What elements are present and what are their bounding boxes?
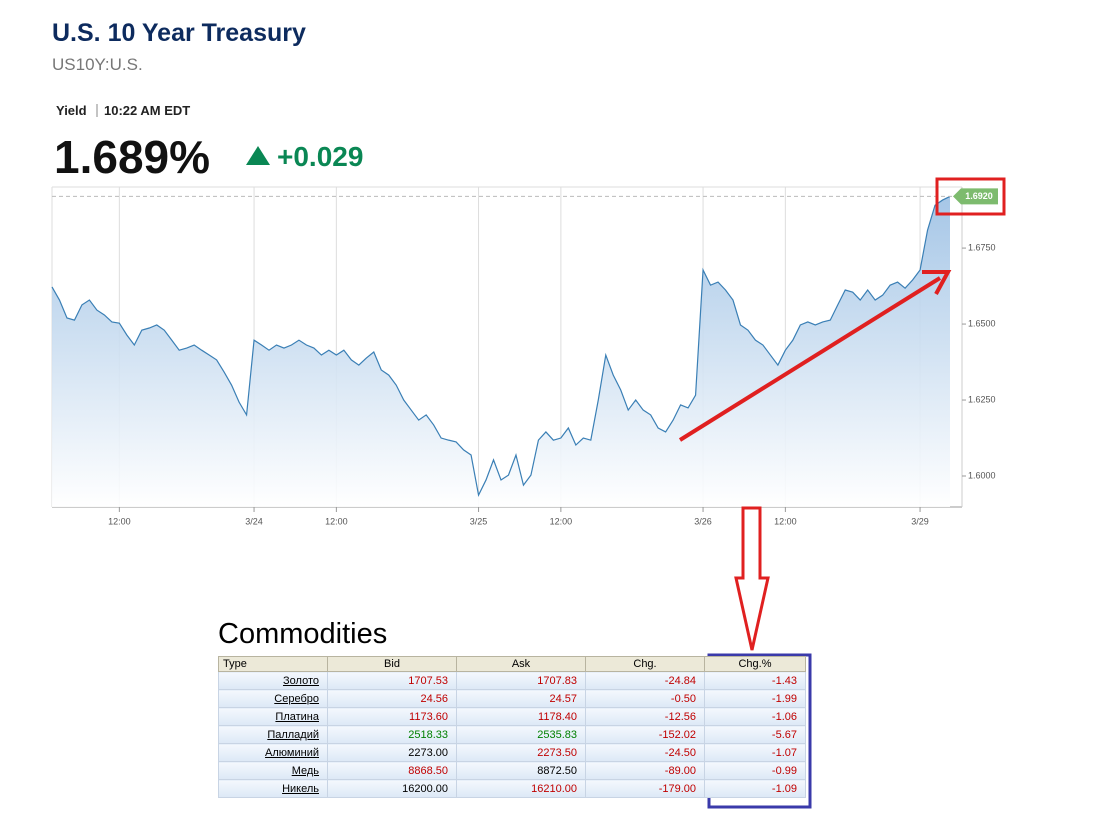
yield-label: Yield: [56, 103, 87, 118]
commodity-link[interactable]: Алюминий: [265, 746, 319, 759]
table-cell: -152.02: [585, 725, 705, 744]
y-tick-label: 1.6750: [968, 242, 996, 252]
highlight-box: [935, 177, 1006, 216]
table-cell: -24.50: [585, 743, 705, 762]
time: 10:22 AM EDT: [104, 103, 190, 118]
x-tick-label: 12:00: [325, 516, 348, 526]
commodity-link[interactable]: Палладий: [267, 728, 319, 741]
table-cell: 1707.83: [456, 671, 586, 690]
table-cell: 24.56: [327, 689, 457, 708]
symbol: US10Y:U.S.: [52, 55, 143, 74]
title: U.S. 10 Year Treasury: [52, 19, 306, 47]
table-cell: -5.67: [704, 725, 806, 744]
table-cell: -1.43: [704, 671, 806, 690]
table-cell: 24.57: [456, 689, 586, 708]
table-cell: Золото: [218, 671, 328, 690]
table-row: Палладий 2518.33 2535.83 -152.02 -5.67: [218, 725, 806, 744]
table-cell: -0.99: [704, 761, 806, 780]
commodity-link[interactable]: Золото: [283, 674, 319, 687]
table-cell: -179.00: [585, 779, 705, 798]
table-cell: -1.06: [704, 707, 806, 726]
table-cell: -1.99: [704, 689, 806, 708]
area-fill: [52, 196, 950, 508]
value-tag: [953, 188, 998, 205]
table-cell: 16200.00: [327, 779, 457, 798]
table-row: Медь 8868.50 8872.50 -89.00 -0.99: [218, 761, 806, 780]
table-cell: Серебро: [218, 689, 328, 708]
trend-arrow: [678, 276, 942, 442]
table-cell: -89.00: [585, 761, 705, 780]
table-cell: -12.56: [585, 707, 705, 726]
table-cell: -24.84: [585, 671, 705, 690]
table-cell: Никель: [218, 779, 328, 798]
table-cell: 2273.00: [327, 743, 457, 762]
down-arrow: [734, 506, 770, 651]
table-cell: 2518.33: [327, 725, 457, 744]
commodities-table: Type Bid Ask Chg. Chg.% Золото 1707.53 1707.83-…: [218, 656, 806, 798]
table-cell: 2273.50: [456, 743, 586, 762]
column-header: Type: [218, 656, 328, 672]
value-label: 1.6920: [965, 191, 993, 201]
table-cell: 1707.53: [327, 671, 457, 690]
up-arrow: [246, 146, 270, 165]
table-cell: 2535.83: [456, 725, 586, 744]
column-header: Ask: [456, 656, 586, 672]
commodity-link[interactable]: Серебро: [274, 692, 319, 705]
commodity-link[interactable]: Медь: [291, 764, 319, 777]
x-tick-label: 12:00: [550, 516, 573, 526]
column-header: Bid: [327, 656, 457, 672]
table-cell: Платина: [218, 707, 328, 726]
table-row: Никель 16200.00 16210.00 -179.00 -1.09: [218, 779, 806, 798]
x-tick-label: 12:00: [774, 516, 797, 526]
table-cell: 8868.50: [327, 761, 457, 780]
y-tick-label: 1.6500: [968, 318, 996, 328]
line: [51, 195, 951, 498]
x-tick-label: 3/29: [911, 516, 929, 526]
table-row: Платина 1173.60 1178.40 -12.56 -1.06: [218, 707, 806, 726]
table-row: Алюминий 2273.00 2273.50 -24.50 -1.07: [218, 743, 806, 762]
table-cell: -0.50: [585, 689, 705, 708]
y-tick-label: 1.6000: [968, 470, 996, 480]
table-cell: -1.09: [704, 779, 806, 798]
table-cell: Алюминий: [218, 743, 328, 762]
change: +0.029: [277, 141, 363, 172]
table-cell: 8872.50: [456, 761, 586, 780]
column-header: Chg.%: [704, 656, 806, 672]
table-cell: -1.07: [704, 743, 806, 762]
table-cell: Медь: [218, 761, 328, 780]
table-title: Commodities: [218, 618, 388, 650]
y-tick-label: 1.6250: [968, 394, 996, 404]
x-tick-label: 12:00: [108, 516, 131, 526]
column-header: Chg.: [585, 656, 705, 672]
x-tick-label: 3/26: [694, 516, 712, 526]
table-cell: 1178.40: [456, 707, 586, 726]
header-row: Type Bid Ask Chg. Chg.%: [218, 656, 806, 672]
table-row: Золото 1707.53 1707.83 -24.84 -1.43: [218, 671, 806, 690]
table-cell: Палладий: [218, 725, 328, 744]
x-tick-label: 3/24: [245, 516, 263, 526]
table-cell: 1173.60: [327, 707, 457, 726]
table-cell: 16210.00: [456, 779, 586, 798]
trend-arrow-head: [922, 270, 952, 295]
plot: 12:00 3/24 12:00 3/25 12:00 3/26 12:00 3/29 1.60…: [51, 186, 998, 526]
yield-value: 1.689%: [54, 131, 210, 183]
table-row: Серебро 24.56 24.57 -0.50 -1.99: [218, 689, 806, 708]
commodity-link[interactable]: Платина: [275, 710, 319, 723]
commodity-link[interactable]: Никель: [282, 782, 319, 795]
x-tick-label: 3/25: [470, 516, 488, 526]
